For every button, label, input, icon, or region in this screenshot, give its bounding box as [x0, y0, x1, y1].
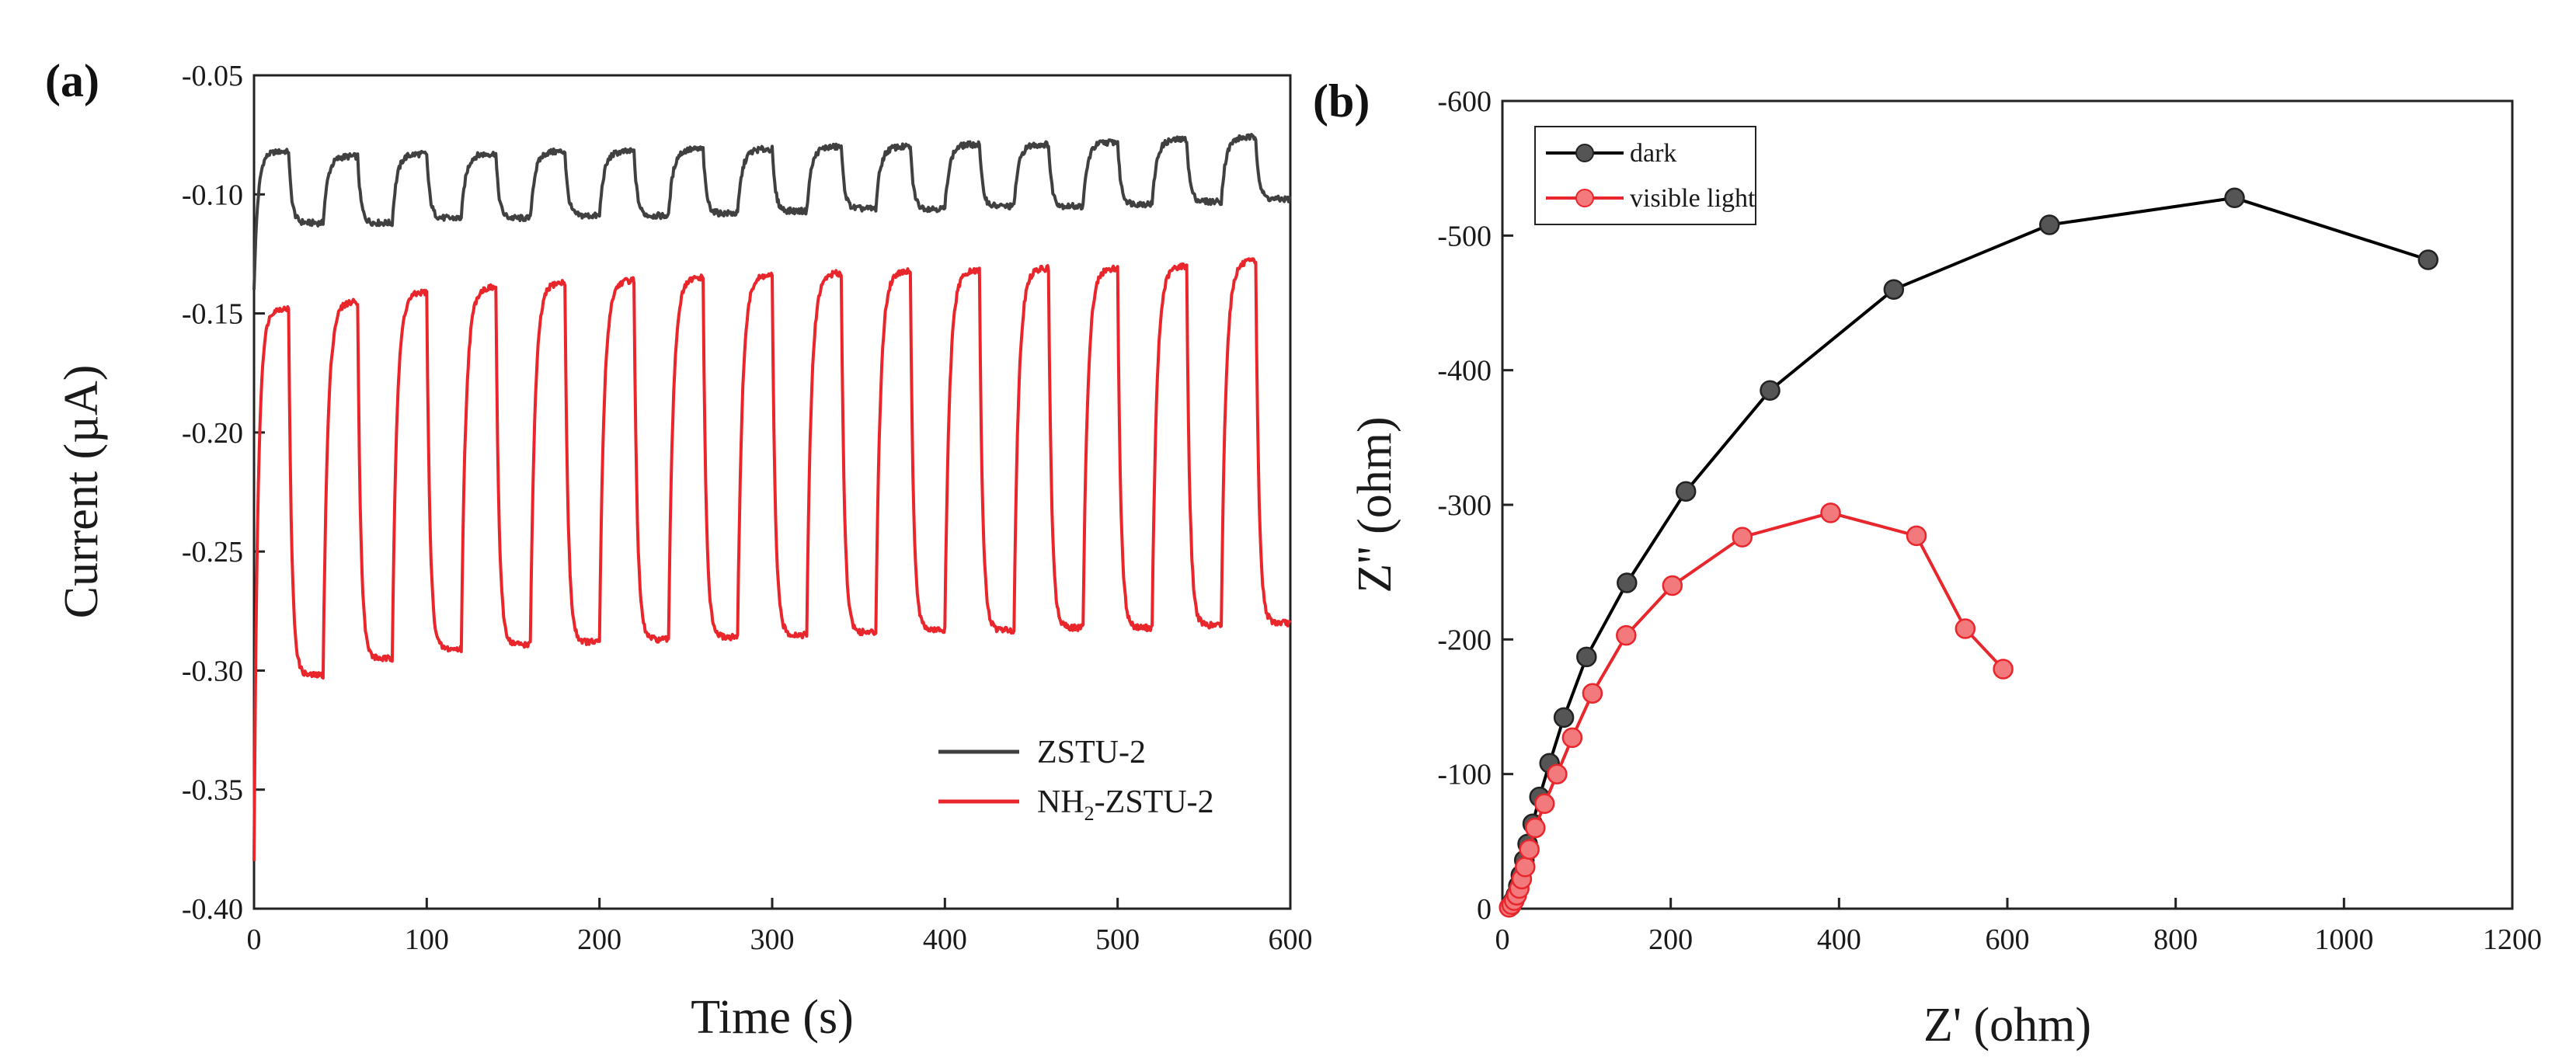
point-dark-17 — [2224, 187, 2245, 209]
point-visible-light-9 — [1533, 793, 1555, 815]
point-visible-light-13 — [1616, 624, 1637, 646]
point-dark-14 — [1760, 380, 1781, 401]
panel-a-xlabel: Time (s) — [691, 991, 854, 1044]
legend-label-visible-light: visible light — [1630, 184, 1756, 213]
series-line-visible-light — [1508, 511, 2005, 909]
y-tick-label-a-7: -0.40 — [182, 893, 243, 926]
series-line-zstu-2 — [252, 133, 1292, 290]
point-visible-light-15 — [1732, 527, 1753, 548]
point-dark-11 — [1576, 646, 1597, 668]
panel-a-ylabel: Current (µA) — [55, 365, 108, 619]
point-visible-light-17 — [1906, 525, 1927, 547]
point-visible-light-7 — [1519, 839, 1540, 860]
panel-b-ylabel: Z'' (ohm) — [1349, 416, 1401, 593]
y-tick-label-b-6: 0 — [1477, 893, 1492, 926]
panel-a: (a) 0 100 200 300 400 500 600 -0.05 -0.10 -0.15 -0… — [45, 55, 1313, 1044]
x-tick-label-a-1: 100 — [405, 923, 449, 956]
legend-label-zstu-2: ZSTU-2 — [1037, 735, 1146, 770]
legend-marker-visible-light — [1575, 189, 1594, 207]
point-dark-18 — [2418, 249, 2438, 270]
panel-b-series — [1499, 187, 2438, 918]
panel-b-axes: 0 200 400 600 800 1000 1200 -600 -500 -400 -300 -20… — [1437, 85, 2542, 956]
point-dark-15 — [1883, 279, 1905, 300]
point-visible-light-11 — [1561, 727, 1583, 749]
x-tick-label-a-5: 500 — [1095, 923, 1140, 956]
legend-nh2-subscript: 2 — [1084, 802, 1095, 825]
point-visible-light-8 — [1525, 817, 1546, 839]
legend-label-nh2-zstu-2: NH2-ZSTU-2 — [1037, 784, 1214, 825]
y-tick-label-a-4: -0.25 — [182, 536, 243, 569]
x-tick-label-b-5: 1000 — [2314, 923, 2373, 956]
point-dark-12 — [1617, 572, 1638, 593]
y-tick-label-b-5: -100 — [1437, 759, 1492, 791]
panel-b-label: (b) — [1313, 75, 1370, 127]
panel-a-axes: 0 100 200 300 400 500 600 -0.05 -0.10 -0.15 -0.20 -… — [182, 60, 1313, 956]
x-tick-label-b-3: 600 — [1986, 923, 2030, 956]
point-dark-16 — [2038, 214, 2060, 235]
y-tick-label-a-0: -0.05 — [182, 60, 243, 92]
series-line-dark — [1509, 196, 2429, 907]
point-visible-light-16 — [1820, 502, 1841, 523]
y-tick-label-a-5: -0.30 — [182, 655, 243, 687]
point-visible-light-12 — [1582, 683, 1603, 704]
series-line-nh2-zstu-2 — [252, 257, 1292, 861]
x-tick-label-b-4: 800 — [2153, 923, 2198, 956]
x-tick-label-a-0: 0 — [247, 923, 262, 956]
panel-a-legend: ZSTU-2 NH2-ZSTU-2 — [938, 735, 1214, 825]
panel-a-series — [252, 133, 1292, 861]
point-visible-light-18 — [1955, 618, 1976, 639]
y-tick-label-a-1: -0.10 — [182, 179, 243, 211]
legend-label-dark: dark — [1630, 139, 1676, 168]
point-visible-light-19 — [1993, 659, 2014, 680]
panel-a-label: (a) — [45, 55, 99, 106]
panel-b-legend-box — [1534, 126, 1756, 225]
x-tick-label-a-2: 200 — [577, 923, 621, 956]
y-tick-label-a-2: -0.15 — [182, 298, 243, 331]
y-tick-label-b-4: -200 — [1437, 624, 1492, 656]
panel-b-legend: dark visible light — [1534, 126, 1756, 225]
point-visible-light-10 — [1547, 763, 1568, 784]
panel-b-xlabel: Z' (ohm) — [1923, 999, 2091, 1052]
x-tick-label-a-4: 400 — [923, 923, 967, 956]
point-dark-13 — [1675, 481, 1697, 502]
point-dark-10 — [1553, 707, 1575, 728]
point-visible-light-6 — [1515, 857, 1536, 878]
x-tick-label-b-0: 0 — [1495, 923, 1510, 956]
x-tick-label-b-2: 400 — [1817, 923, 1861, 956]
y-tick-label-b-0: -600 — [1437, 85, 1492, 118]
y-tick-label-b-3: -300 — [1437, 489, 1492, 522]
y-tick-label-b-2: -400 — [1437, 355, 1492, 388]
legend-nh2-suffix: -ZSTU-2 — [1095, 784, 1214, 820]
point-visible-light-14 — [1662, 575, 1683, 596]
y-tick-label-a-3: -0.20 — [182, 417, 243, 450]
x-tick-label-b-1: 200 — [1648, 923, 1693, 956]
y-tick-label-b-1: -500 — [1437, 220, 1492, 252]
panel-b: (b) 0 200 400 600 800 1000 1200 -600 -500 -400 -30… — [1313, 75, 2542, 1052]
legend-nh2-prefix: NH — [1037, 784, 1084, 820]
x-tick-label-b-6: 1200 — [2483, 923, 2542, 956]
legend-marker-dark — [1575, 144, 1594, 162]
y-tick-label-a-6: -0.35 — [182, 774, 243, 807]
x-tick-label-a-3: 300 — [750, 923, 795, 956]
x-tick-label-a-6: 600 — [1269, 923, 1313, 956]
